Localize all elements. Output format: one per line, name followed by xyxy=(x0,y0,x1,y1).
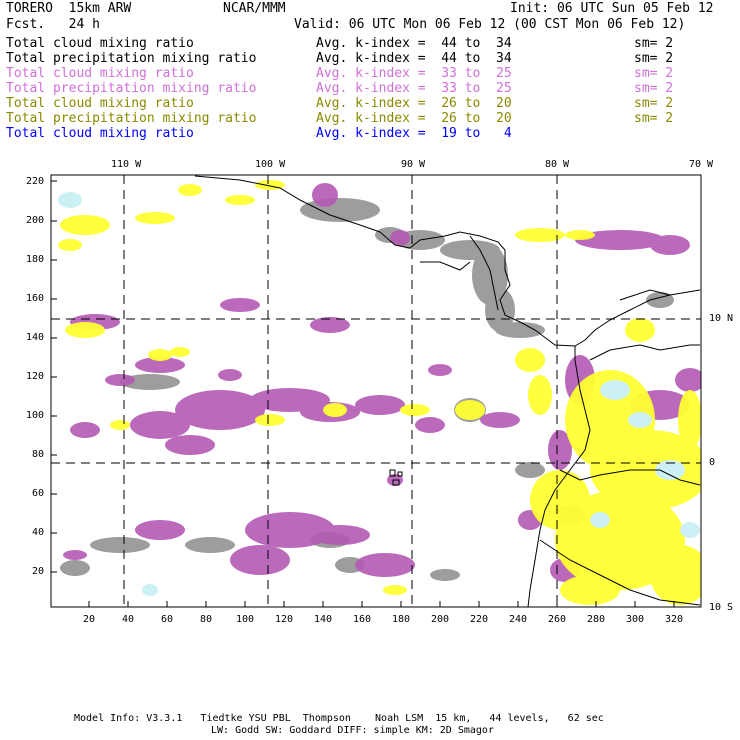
x-tick-label: 160 xyxy=(353,614,372,625)
org-label: NCAR/MMM xyxy=(223,1,286,16)
field-name: Total precipitation mixing ratio xyxy=(6,111,257,126)
field-kindex: Avg. k-index = 44 to 34 xyxy=(316,36,512,51)
field-smooth: sm= 2 xyxy=(634,51,674,66)
y-tick-label: 200 xyxy=(26,215,45,226)
field-kindex: Avg. k-index = 26 to 20 xyxy=(316,111,512,126)
y-tick-label: 20 xyxy=(32,566,45,577)
field-name: Total cloud mixing ratio xyxy=(6,66,194,81)
field-name: Total precipitation mixing ratio xyxy=(6,51,257,66)
valid-time: Valid: 06 UTC Mon 06 Feb 12 (00 CST Mon … xyxy=(294,17,686,32)
field-kindex: Avg. k-index = 26 to 20 xyxy=(316,96,512,111)
lon-label: 100 W xyxy=(255,159,286,170)
model-title: TORERO 15km ARW xyxy=(6,1,132,16)
init-time: Init: 06 UTC Sun 05 Feb 12 xyxy=(510,1,714,16)
field-kindex: Avg. k-index = 33 to 25 xyxy=(316,81,512,96)
field-name: Total cloud mixing ratio xyxy=(6,126,194,141)
map-frame xyxy=(50,174,702,608)
lon-label: 80 W xyxy=(545,159,570,170)
x-tick-label: 100 xyxy=(236,614,255,625)
lat-label: 10 N xyxy=(709,313,734,324)
x-tick-label: 220 xyxy=(470,614,489,625)
lon-label: 90 W xyxy=(401,159,426,170)
x-tick-label: 120 xyxy=(275,614,294,625)
galapagos-islands xyxy=(389,469,403,486)
lat-label: 0 xyxy=(709,457,716,468)
lon-label: 70 W xyxy=(689,159,714,170)
x-tick-label: 280 xyxy=(587,614,606,625)
y-tick-label: 180 xyxy=(26,254,45,265)
x-tick-label: 260 xyxy=(548,614,567,625)
x-tick-label: 240 xyxy=(509,614,528,625)
x-tick-label: 140 xyxy=(314,614,333,625)
x-tick-label: 40 xyxy=(122,614,135,625)
field-kindex: Avg. k-index = 33 to 25 xyxy=(316,66,512,81)
x-tick-label: 200 xyxy=(431,614,450,625)
field-kindex: Avg. k-index = 19 to 4 xyxy=(316,126,512,141)
field-smooth: sm= 2 xyxy=(634,81,674,96)
y-tick-label: 140 xyxy=(26,332,45,343)
y-tick-label: 100 xyxy=(26,410,45,421)
axis-ticks xyxy=(51,180,675,607)
lon-label: 110 W xyxy=(111,159,142,170)
field-smooth: sm= 2 xyxy=(634,96,674,111)
physics-info: LW: Godd SW: Goddard DIFF: simple KM: 2D… xyxy=(211,725,494,736)
y-tick-label: 40 xyxy=(32,527,45,538)
model-info: Model Info: V3.3.1 Tiedtke YSU PBL Thomp… xyxy=(74,713,604,724)
field-name: Total cloud mixing ratio xyxy=(6,96,194,111)
lat-label: 10 S xyxy=(709,602,734,613)
y-tick-label: 160 xyxy=(26,293,45,304)
x-tick-label: 300 xyxy=(626,614,645,625)
x-tick-label: 80 xyxy=(200,614,213,625)
field-name: Total precipitation mixing ratio xyxy=(6,81,257,96)
field-smooth: sm= 2 xyxy=(634,66,674,81)
x-tick-label: 320 xyxy=(665,614,684,625)
x-tick-label: 180 xyxy=(392,614,411,625)
graticule xyxy=(51,175,701,607)
y-tick-label: 80 xyxy=(32,449,45,460)
y-tick-label: 220 xyxy=(26,176,45,187)
coastline xyxy=(194,175,701,607)
y-tick-label: 60 xyxy=(32,488,45,499)
field-kindex: Avg. k-index = 44 to 34 xyxy=(316,51,512,66)
field-name: Total cloud mixing ratio xyxy=(6,36,194,51)
cloud-field-layer xyxy=(58,180,701,605)
field-smooth: sm= 2 xyxy=(634,36,674,51)
forecast-hour: Fcst. 24 h xyxy=(6,17,100,32)
field-smooth: sm= 2 xyxy=(634,111,674,126)
x-tick-label: 60 xyxy=(161,614,174,625)
y-tick-label: 120 xyxy=(26,371,45,382)
x-tick-label: 20 xyxy=(83,614,96,625)
